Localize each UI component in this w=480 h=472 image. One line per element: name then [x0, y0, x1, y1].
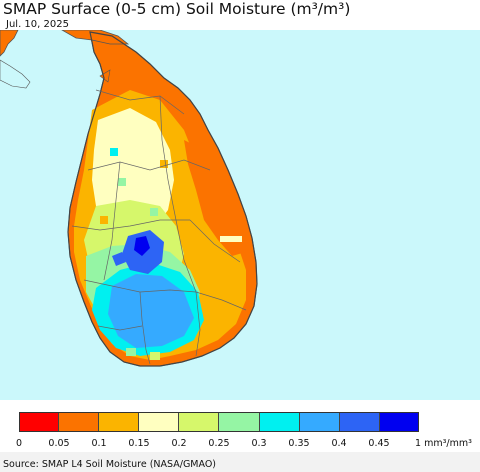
coastline-fragment — [0, 59, 31, 89]
pixel-green-2 — [150, 208, 158, 216]
legend-swatch-1 — [59, 412, 100, 432]
legend-tick-label: 0.4 — [331, 438, 347, 449]
map-canvas — [0, 30, 258, 367]
map-date: Jul. 10, 2025 — [6, 19, 69, 30]
legend-tick-label: 0.05 — [48, 438, 70, 449]
title-text: SMAP Surface (0-5 cm) Soil Moisture (m³/… — [3, 0, 351, 18]
map-title: SMAP Surface (0-5 cm) Soil Moisture (m³/… — [3, 0, 350, 18]
pixel-green-1 — [118, 178, 126, 186]
legend-tick-label: 1 mm³/mm³ — [415, 438, 472, 449]
pixel-amber-1 — [160, 160, 168, 168]
legend-swatch-7 — [299, 412, 340, 432]
legend-tick-label: 0.15 — [128, 438, 150, 449]
legend-swatch-4 — [179, 412, 220, 432]
footer-band — [0, 452, 480, 472]
province-boundaries — [71, 89, 247, 365]
soil-moisture-map — [0, 30, 480, 400]
legend-swatch-5 — [219, 412, 260, 432]
moisture-zone-blue-small — [112, 252, 126, 266]
legend-tick-label: 0.45 — [368, 438, 390, 449]
island-outline — [67, 31, 258, 367]
legend-swatch-0 — [19, 412, 60, 432]
legend-tick-label: 0.35 — [288, 438, 310, 449]
india-landmass — [0, 30, 19, 57]
legend-swatch-3 — [139, 412, 180, 432]
legend-frame — [19, 412, 419, 432]
legend-swatch-8 — [339, 412, 380, 432]
jaffna-peninsula — [61, 30, 130, 45]
legend-tick-label: 0.2 — [171, 438, 187, 449]
legend-tick-label: 0 — [15, 438, 23, 449]
moisture-zone-pale — [92, 108, 174, 230]
legend-swatch-9 — [379, 412, 419, 432]
legend-tick-label: 0.3 — [251, 438, 267, 449]
pixel-green-south — [126, 348, 136, 356]
source-credit: Source: SMAP L4 Soil Moisture (NASA/GMAO… — [3, 459, 217, 470]
legend-color-bar — [19, 412, 419, 432]
pixel-cyan-1 — [110, 148, 118, 156]
pixel-amber-2 — [100, 216, 108, 224]
legend-swatch-2 — [99, 412, 140, 432]
legend-tick-label: 0.1 — [91, 438, 107, 449]
legend-swatch-6 — [259, 412, 300, 432]
moisture-zone-lightblue — [108, 274, 194, 348]
pixel-yg-south — [150, 352, 160, 360]
pixel-pale-east — [220, 236, 242, 242]
legend-tick-label: 0.25 — [208, 438, 230, 449]
moisture-zone-darkblue — [134, 236, 150, 256]
moisture-zone-orange-east — [184, 140, 246, 256]
